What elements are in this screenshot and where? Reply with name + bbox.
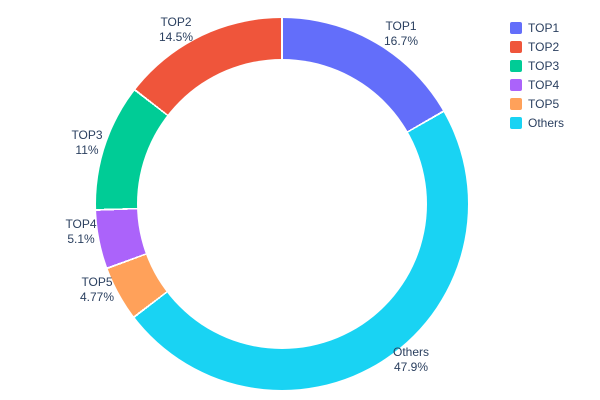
legend-swatch-icon <box>510 97 522 110</box>
slice-name: Others <box>392 345 430 359</box>
legend-swatch-icon <box>510 78 522 91</box>
slice-percent: 47.9% <box>393 360 429 374</box>
legend-swatch-icon <box>510 21 522 34</box>
legend-label: TOP5 <box>528 96 560 111</box>
legend-item-others[interactable]: Others <box>510 115 564 130</box>
legend-item-top1[interactable]: TOP1 <box>510 20 564 35</box>
slice-label-top3: TOP3 11% <box>71 128 102 158</box>
legend-item-top3[interactable]: TOP3 <box>510 58 564 73</box>
slice-name: TOP5 <box>81 275 113 289</box>
legend-label: Others <box>528 115 565 130</box>
legend-swatch-icon <box>510 59 522 72</box>
legend-item-top4[interactable]: TOP4 <box>510 77 564 92</box>
slice-name: TOP1 <box>385 19 417 33</box>
slice-label-top2: TOP2 14.5% <box>159 15 193 45</box>
slice-percent: 16.7% <box>383 34 419 48</box>
legend-item-top5[interactable]: TOP5 <box>510 96 564 111</box>
legend-swatch-icon <box>510 40 522 53</box>
legend-label: TOP4 <box>528 77 560 92</box>
legend-label: TOP1 <box>528 20 560 35</box>
slice-percent: 14.5% <box>158 30 194 44</box>
legend-label: TOP2 <box>528 39 560 54</box>
slice-label-top4: TOP4 5.1% <box>65 217 96 247</box>
slice-label-top1: TOP1 16.7% <box>384 19 418 49</box>
slice-name: TOP4 <box>65 217 97 231</box>
slice-name: TOP2 <box>160 15 192 29</box>
slice-percent: 5.1% <box>67 232 95 246</box>
donut-chart[interactable] <box>96 18 468 390</box>
slice-label-others: Others 47.9% <box>393 345 429 375</box>
legend: TOP1 TOP2 TOP3 TOP4 TOP5 Others <box>510 20 564 130</box>
legend-swatch-icon <box>510 116 522 129</box>
legend-item-top2[interactable]: TOP2 <box>510 39 564 54</box>
slice-label-top5: TOP5 4.77% <box>80 275 114 305</box>
slice-percent: 11% <box>75 143 99 157</box>
slice-name: TOP3 <box>71 128 103 142</box>
legend-label: TOP3 <box>528 58 560 73</box>
slice-percent: 4.77% <box>79 290 115 304</box>
